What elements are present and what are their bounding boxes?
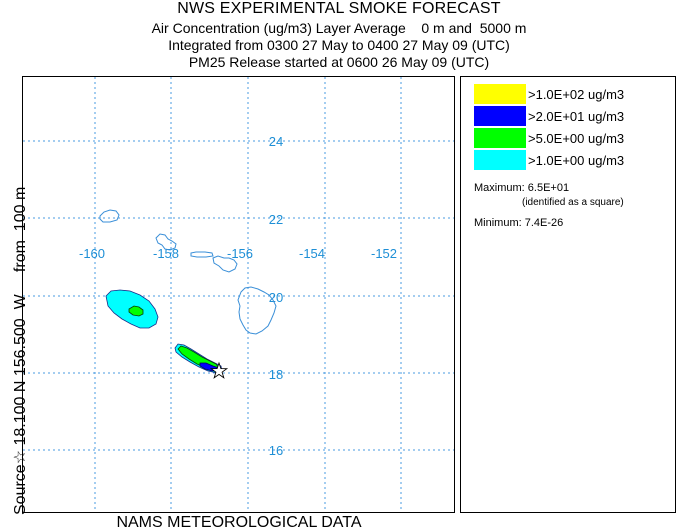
island-niihau	[99, 209, 120, 223]
legend-swatch-blue	[474, 106, 526, 126]
legend-frame	[460, 76, 676, 513]
lon-label: -158	[153, 246, 179, 261]
island-maui	[212, 255, 238, 273]
lon-label: -160	[79, 246, 105, 261]
minimum-value: Minimum: 7.4E-26	[474, 217, 564, 229]
release-info: PM25 Release started at 0600 26 May 09 (…	[188, 54, 490, 70]
legend-label: >1.0E+02 ug/m3	[528, 87, 624, 102]
concentration-description: Air Concentration (ug/m3) Layer Average …	[151, 20, 527, 36]
island-hawaii	[237, 286, 277, 335]
legend-label: >5.0E+00 ug/m3	[528, 131, 624, 146]
meteorological-data-footer: NAMS METEOROLOGICAL DATA	[116, 514, 362, 531]
lat-label: 20	[269, 290, 283, 305]
legend-swatch-cyan	[474, 150, 526, 170]
lon-label: -152	[371, 246, 397, 261]
lat-label: 18	[269, 367, 283, 382]
lat-label: 24	[269, 134, 283, 149]
lon-label: -154	[299, 246, 325, 261]
lat-label: 16	[269, 443, 283, 458]
maximum-note: (identified as a square)	[522, 197, 624, 208]
island-molokai	[190, 251, 214, 258]
map-frame	[22, 76, 455, 513]
graticule	[23, 77, 454, 512]
source-location-label: Source☆ 18.100 N 156.500 W from 100 m	[12, 186, 29, 515]
legend-label: >2.0E+01 ug/m3	[528, 109, 624, 124]
legend-swatch-yellow	[474, 84, 526, 104]
lon-label: -156	[227, 246, 253, 261]
maximum-value: Maximum: 6.5E+01	[474, 182, 570, 194]
island-oahu	[155, 233, 177, 251]
lat-label: 22	[269, 212, 283, 227]
forecast-title: NWS EXPERIMENTAL SMOKE FORECAST	[177, 0, 501, 17]
source-star-icon	[209, 361, 229, 379]
legend-swatch-green	[474, 128, 526, 148]
concentration-stats: Maximum: 6.5E+01 (identified as a square…	[474, 180, 624, 231]
legend-label: >1.0E+00 ug/m3	[528, 153, 624, 168]
integration-period: Integrated from 0300 27 May to 0400 27 M…	[168, 37, 510, 53]
smoke-contour-west-inner	[128, 305, 144, 317]
